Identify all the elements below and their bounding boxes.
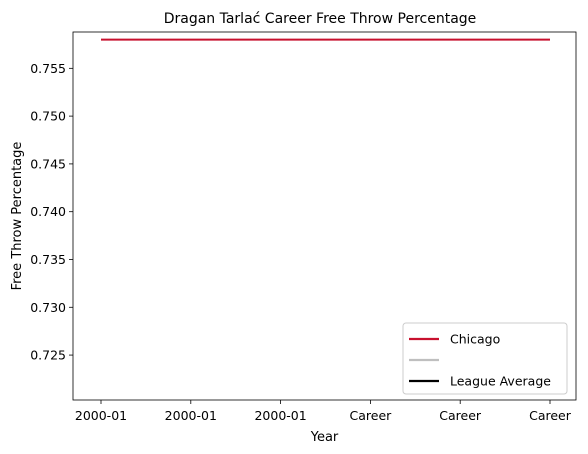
legend-label: Chicago [450, 332, 500, 347]
x-tick-label: 2000-01 [165, 408, 217, 423]
x-tick-label: Career [439, 408, 482, 423]
legend-label: League Average [450, 374, 551, 389]
plot-frame [72, 31, 577, 401]
y-tick-label: 0.750 [30, 109, 66, 124]
y-tick-label: 0.740 [30, 204, 66, 219]
y-axis-label: Free Throw Percentage [10, 142, 25, 291]
legend-frame [402, 322, 568, 395]
x-tick-label: Career [529, 408, 572, 423]
x-axis-ticks: 2000-01 2000-01 2000-01 Career Career Career [75, 400, 572, 423]
x-axis-label: Year [310, 430, 339, 445]
legend: Chicago League Average [402, 322, 568, 395]
chart-title: Dragan Tarlać Career Free Throw Percenta… [164, 11, 477, 27]
y-tick-label: 0.735 [30, 252, 66, 267]
x-tick-label: Career [350, 408, 393, 423]
x-tick-label: 2000-01 [254, 408, 306, 423]
y-axis-ticks: 0.725 0.730 0.735 0.740 0.745 0.750 0.755 [30, 61, 73, 363]
y-tick-label: 0.745 [30, 156, 66, 171]
y-tick-label: 0.730 [30, 300, 66, 315]
x-tick-label: 2000-01 [75, 408, 127, 423]
y-tick-label: 0.755 [30, 61, 66, 76]
y-tick-label: 0.725 [30, 348, 66, 363]
